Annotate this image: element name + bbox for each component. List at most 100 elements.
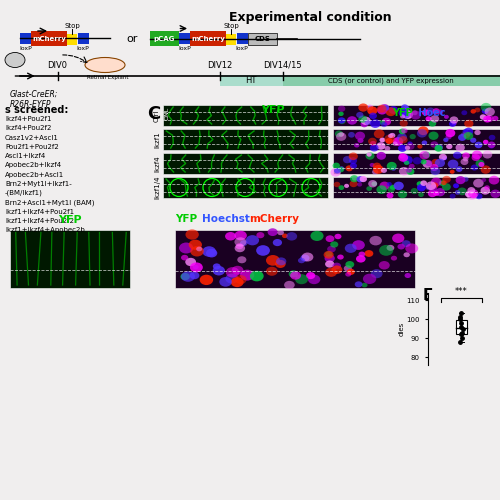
Ellipse shape [392, 142, 398, 146]
Text: -(BM/Ikzf1): -(BM/Ikzf1) [5, 190, 43, 196]
Ellipse shape [275, 260, 285, 268]
Ellipse shape [354, 282, 362, 288]
Ellipse shape [484, 186, 490, 190]
Ellipse shape [202, 246, 216, 257]
Ellipse shape [434, 145, 442, 152]
Ellipse shape [432, 159, 440, 166]
Ellipse shape [386, 182, 392, 186]
Ellipse shape [439, 180, 446, 186]
Ellipse shape [399, 167, 409, 175]
Ellipse shape [454, 190, 460, 194]
Ellipse shape [394, 182, 404, 190]
Ellipse shape [330, 168, 341, 176]
Ellipse shape [352, 240, 365, 250]
Ellipse shape [464, 128, 473, 136]
Ellipse shape [325, 268, 337, 277]
Ellipse shape [426, 184, 433, 190]
Ellipse shape [366, 104, 374, 110]
Ellipse shape [369, 112, 377, 119]
Ellipse shape [380, 138, 386, 142]
Ellipse shape [338, 185, 344, 190]
Ellipse shape [383, 105, 389, 110]
Text: mCherry: mCherry [249, 214, 299, 224]
Ellipse shape [379, 245, 394, 256]
Text: mCherry: mCherry [32, 36, 66, 42]
Ellipse shape [441, 180, 446, 185]
Ellipse shape [453, 152, 462, 159]
FancyBboxPatch shape [78, 33, 88, 44]
Ellipse shape [417, 129, 427, 138]
Ellipse shape [382, 118, 391, 126]
Text: YFP: YFP [260, 105, 284, 115]
Ellipse shape [377, 104, 386, 112]
Ellipse shape [404, 252, 410, 257]
Ellipse shape [364, 120, 372, 125]
Ellipse shape [367, 106, 378, 115]
Text: Brn2+Myt1l+Ikzf1-: Brn2+Myt1l+Ikzf1- [5, 180, 72, 186]
FancyBboxPatch shape [10, 230, 130, 287]
Ellipse shape [361, 116, 371, 125]
Ellipse shape [371, 269, 382, 278]
Ellipse shape [478, 162, 484, 167]
Ellipse shape [350, 175, 358, 182]
Ellipse shape [435, 158, 445, 167]
Ellipse shape [306, 272, 315, 279]
Ellipse shape [474, 108, 480, 112]
Ellipse shape [412, 110, 418, 115]
Ellipse shape [345, 244, 357, 253]
Ellipse shape [336, 132, 346, 141]
Text: pCAG: pCAG [154, 36, 175, 42]
Ellipse shape [381, 122, 387, 127]
Text: DIV14/15: DIV14/15 [263, 61, 302, 70]
Ellipse shape [429, 184, 437, 192]
Ellipse shape [404, 160, 409, 165]
Text: Brn2+Ascl1+Myt1l (BAM): Brn2+Ascl1+Myt1l (BAM) [5, 199, 94, 206]
Ellipse shape [363, 274, 376, 284]
Ellipse shape [206, 249, 218, 258]
Ellipse shape [295, 274, 308, 284]
Ellipse shape [422, 110, 430, 116]
Ellipse shape [327, 246, 336, 252]
Ellipse shape [5, 52, 25, 68]
Ellipse shape [355, 132, 365, 140]
Ellipse shape [462, 177, 468, 182]
FancyBboxPatch shape [220, 75, 282, 86]
Text: Stop: Stop [223, 23, 239, 29]
Ellipse shape [473, 179, 484, 188]
Ellipse shape [181, 271, 195, 282]
Text: DIV12: DIV12 [208, 61, 233, 70]
Ellipse shape [368, 138, 377, 145]
Text: YFP: YFP [58, 215, 82, 225]
Ellipse shape [266, 255, 280, 266]
Ellipse shape [366, 152, 374, 160]
Ellipse shape [390, 184, 396, 190]
Ellipse shape [354, 143, 360, 148]
Text: Ikzf4+Pou2f2: Ikzf4+Pou2f2 [5, 125, 52, 131]
Ellipse shape [476, 160, 484, 167]
Ellipse shape [240, 270, 254, 280]
Ellipse shape [372, 162, 381, 170]
Ellipse shape [338, 106, 345, 112]
Ellipse shape [286, 232, 297, 240]
Ellipse shape [417, 184, 426, 192]
Ellipse shape [410, 134, 416, 140]
FancyBboxPatch shape [332, 129, 500, 150]
Ellipse shape [349, 157, 357, 164]
Ellipse shape [470, 109, 476, 114]
Ellipse shape [476, 194, 482, 199]
Ellipse shape [488, 142, 496, 148]
Ellipse shape [448, 160, 458, 168]
Ellipse shape [362, 282, 368, 288]
Ellipse shape [344, 266, 352, 272]
Ellipse shape [196, 246, 202, 252]
Ellipse shape [338, 118, 345, 124]
Ellipse shape [381, 168, 387, 173]
Ellipse shape [348, 132, 355, 138]
Ellipse shape [384, 134, 394, 143]
Ellipse shape [449, 121, 456, 127]
Text: Retinal Explant: Retinal Explant [87, 74, 128, 80]
Ellipse shape [302, 252, 314, 262]
Ellipse shape [438, 110, 444, 114]
Ellipse shape [325, 251, 332, 257]
Ellipse shape [462, 152, 470, 159]
